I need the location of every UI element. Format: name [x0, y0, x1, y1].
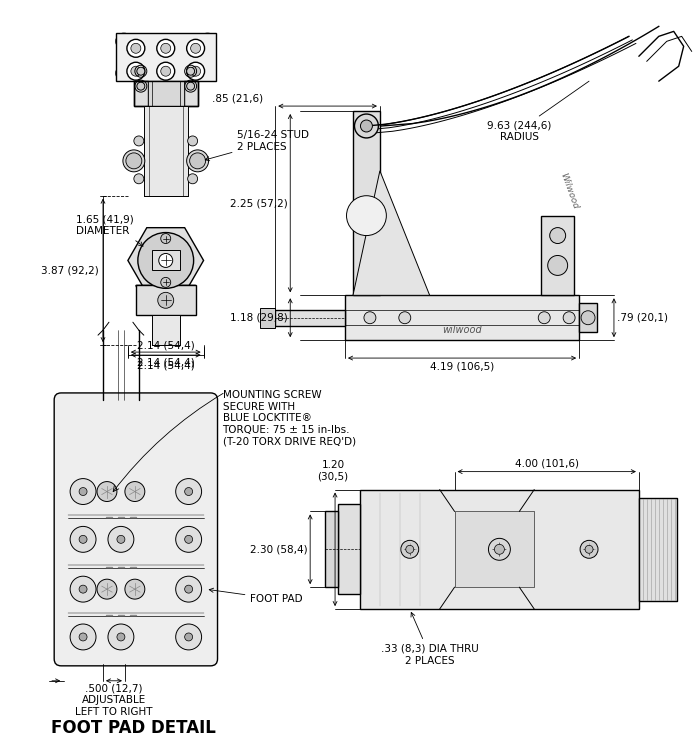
Circle shape	[161, 44, 171, 53]
Text: 5/16-24 STUD
2 PLACES: 5/16-24 STUD 2 PLACES	[205, 130, 309, 160]
Text: 3.87 (92,2): 3.87 (92,2)	[41, 266, 99, 275]
Circle shape	[176, 624, 202, 650]
Bar	[148, 81, 183, 106]
Text: 1.18 (29,8): 1.18 (29,8)	[230, 313, 287, 322]
Text: 2.14 (54,4): 2.14 (54,4)	[137, 340, 195, 350]
Circle shape	[134, 174, 143, 184]
Circle shape	[79, 585, 87, 593]
Circle shape	[79, 488, 87, 496]
Text: FOOT PAD DETAIL: FOOT PAD DETAIL	[51, 718, 216, 736]
Bar	[134, 81, 197, 106]
Circle shape	[364, 312, 376, 324]
Circle shape	[176, 478, 202, 505]
Circle shape	[127, 39, 145, 57]
Circle shape	[70, 526, 96, 552]
Polygon shape	[353, 171, 430, 296]
Circle shape	[550, 227, 566, 244]
Text: 1.65 (41,9)
DIAMETER: 1.65 (41,9) DIAMETER	[76, 214, 143, 246]
Circle shape	[494, 544, 505, 554]
Circle shape	[70, 576, 96, 602]
Bar	[134, 81, 148, 106]
Circle shape	[131, 44, 141, 53]
Text: 2.14 (54,4): 2.14 (54,4)	[137, 360, 195, 370]
Circle shape	[406, 545, 414, 554]
Bar	[353, 111, 380, 296]
Circle shape	[489, 538, 510, 560]
Circle shape	[190, 66, 201, 76]
Circle shape	[125, 579, 145, 599]
Circle shape	[126, 153, 142, 169]
Text: 1.20
(30,5): 1.20 (30,5)	[318, 460, 349, 482]
Circle shape	[176, 576, 202, 602]
Circle shape	[161, 66, 171, 76]
Circle shape	[159, 254, 173, 268]
Circle shape	[108, 526, 134, 552]
Circle shape	[136, 82, 145, 90]
Bar	[260, 308, 275, 328]
Circle shape	[117, 633, 125, 641]
Circle shape	[187, 62, 204, 80]
Bar	[541, 216, 574, 296]
Circle shape	[176, 526, 202, 552]
Polygon shape	[128, 228, 204, 293]
Bar	[345, 296, 579, 340]
Circle shape	[187, 82, 195, 90]
Circle shape	[538, 312, 550, 324]
Text: 9.63 (244,6)
RADIUS: 9.63 (244,6) RADIUS	[487, 120, 552, 142]
Circle shape	[199, 33, 216, 50]
Circle shape	[354, 114, 379, 138]
Circle shape	[127, 62, 145, 80]
Text: Wilwood: Wilwood	[559, 171, 580, 210]
Bar	[579, 303, 597, 332]
Polygon shape	[136, 285, 195, 293]
Circle shape	[131, 66, 141, 76]
Circle shape	[158, 292, 174, 308]
Text: FOOT PAD: FOOT PAD	[209, 588, 303, 604]
Circle shape	[187, 68, 195, 75]
Bar	[152, 315, 180, 345]
Circle shape	[116, 33, 132, 50]
Text: MOUNTING SCREW
SECURE WITH
BLUE LOCKTITE®
TORQUE: 75 ± 15 in-lbs.
(T-20 TORX DRI: MOUNTING SCREW SECURE WITH BLUE LOCKTITE…	[223, 390, 356, 446]
Circle shape	[97, 579, 117, 599]
Circle shape	[190, 44, 201, 53]
Bar	[454, 512, 534, 587]
Circle shape	[125, 482, 145, 502]
Text: .85 (21,6): .85 (21,6)	[212, 93, 263, 103]
Circle shape	[123, 150, 145, 172]
Circle shape	[564, 312, 575, 324]
Circle shape	[185, 633, 193, 641]
Circle shape	[581, 310, 595, 325]
Circle shape	[136, 68, 145, 75]
Bar	[136, 285, 195, 315]
Text: .33 (8,3) DIA THRU
2 PLACES: .33 (8,3) DIA THRU 2 PLACES	[381, 613, 479, 665]
Circle shape	[161, 278, 171, 287]
Circle shape	[580, 540, 598, 558]
Bar	[275, 310, 345, 326]
Circle shape	[116, 65, 132, 81]
Circle shape	[97, 482, 117, 502]
Circle shape	[399, 312, 411, 324]
Circle shape	[401, 540, 419, 558]
Circle shape	[185, 488, 193, 496]
Circle shape	[185, 585, 193, 593]
Circle shape	[188, 136, 197, 146]
Text: .500 (12,7)
ADJUSTABLE
LEFT TO RIGHT: .500 (12,7) ADJUSTABLE LEFT TO RIGHT	[75, 684, 153, 717]
Bar	[144, 106, 188, 196]
Text: 2.25 (57,2): 2.25 (57,2)	[230, 198, 287, 208]
Circle shape	[346, 196, 386, 236]
Circle shape	[79, 633, 87, 641]
Bar	[639, 497, 677, 601]
Circle shape	[187, 39, 204, 57]
Circle shape	[185, 536, 193, 543]
Circle shape	[134, 136, 143, 146]
Circle shape	[138, 232, 194, 288]
Text: 4.00 (101,6): 4.00 (101,6)	[514, 459, 579, 469]
Text: 4.19 (106,5): 4.19 (106,5)	[430, 361, 494, 371]
Bar	[360, 490, 639, 609]
Circle shape	[190, 153, 206, 169]
Bar	[116, 33, 216, 81]
Circle shape	[360, 120, 372, 132]
Circle shape	[108, 624, 134, 650]
Text: 2.14 (54,4): 2.14 (54,4)	[137, 357, 195, 367]
Bar	[639, 497, 677, 601]
